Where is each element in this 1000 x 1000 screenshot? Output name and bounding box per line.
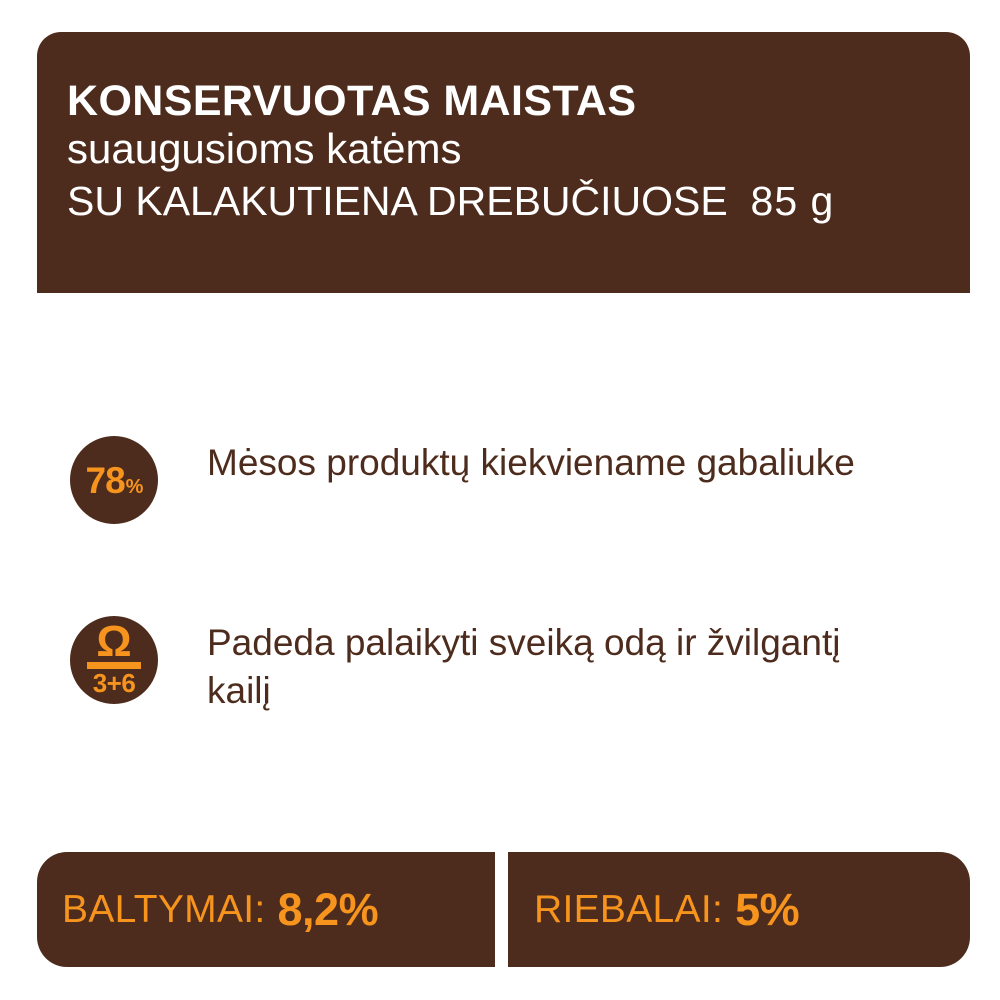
omega-badge: Ω 3+6 bbox=[70, 616, 158, 704]
percentage-badge-content: 78 % bbox=[85, 459, 144, 501]
page-title: KONSERVUOTAS MAISTAS bbox=[67, 77, 637, 125]
feature-row-skin-coat: Ω 3+6 Padeda palaikyti sveiką odą ir žvi… bbox=[70, 616, 950, 715]
nutrition-pill-protein: BALTYMAI: 8,2% bbox=[37, 852, 495, 967]
omega-icon: Ω bbox=[96, 616, 132, 666]
net-weight: 85 g bbox=[750, 178, 835, 225]
nutrition-pill-group: BALTYMAI: 8,2% RIEBALAI: 5% bbox=[37, 852, 970, 967]
omega-badge-numbers: 3+6 bbox=[92, 668, 136, 699]
variant-line: SU KALAKUTIENA DREBUČIUOSE 85 g bbox=[67, 174, 970, 229]
nutrition-pill-fat-label: RIEBALAI: bbox=[534, 887, 724, 931]
percentage-badge: 78 % bbox=[70, 436, 158, 524]
nutrition-pill-protein-value: 8,2% bbox=[277, 883, 379, 935]
page-subtitle: suaugusioms katėms bbox=[67, 125, 462, 172]
nutrition-pill-fat-value: 5% bbox=[735, 883, 800, 935]
feature-text-skin-coat: Padeda palaikyti sveiką odą ir žvilgantį… bbox=[207, 622, 841, 712]
nutrition-pill-fat: RIEBALAI: 5% bbox=[508, 852, 970, 967]
feature-list: 78 % Mėsos produktų kiekviename gabaliuk… bbox=[70, 436, 950, 715]
omega-badge-content: Ω 3+6 bbox=[87, 616, 141, 699]
nutrition-pill-protein-label: BALTYMAI: bbox=[62, 887, 266, 931]
percent-sign-icon: % bbox=[125, 475, 144, 498]
feature-text-meat-content: Mėsos produktų kiekviename gabaliuke bbox=[207, 442, 855, 483]
header-panel: KONSERVUOTAS MAISTAS suaugusioms katėms … bbox=[37, 32, 970, 293]
feature-row-meat-content: 78 % Mėsos produktų kiekviename gabaliuk… bbox=[70, 436, 950, 524]
omega-divider-bar bbox=[87, 662, 141, 670]
percentage-badge-number: 78 bbox=[85, 459, 126, 501]
variant-text: SU KALAKUTIENA DREBUČIUOSE bbox=[67, 178, 728, 225]
